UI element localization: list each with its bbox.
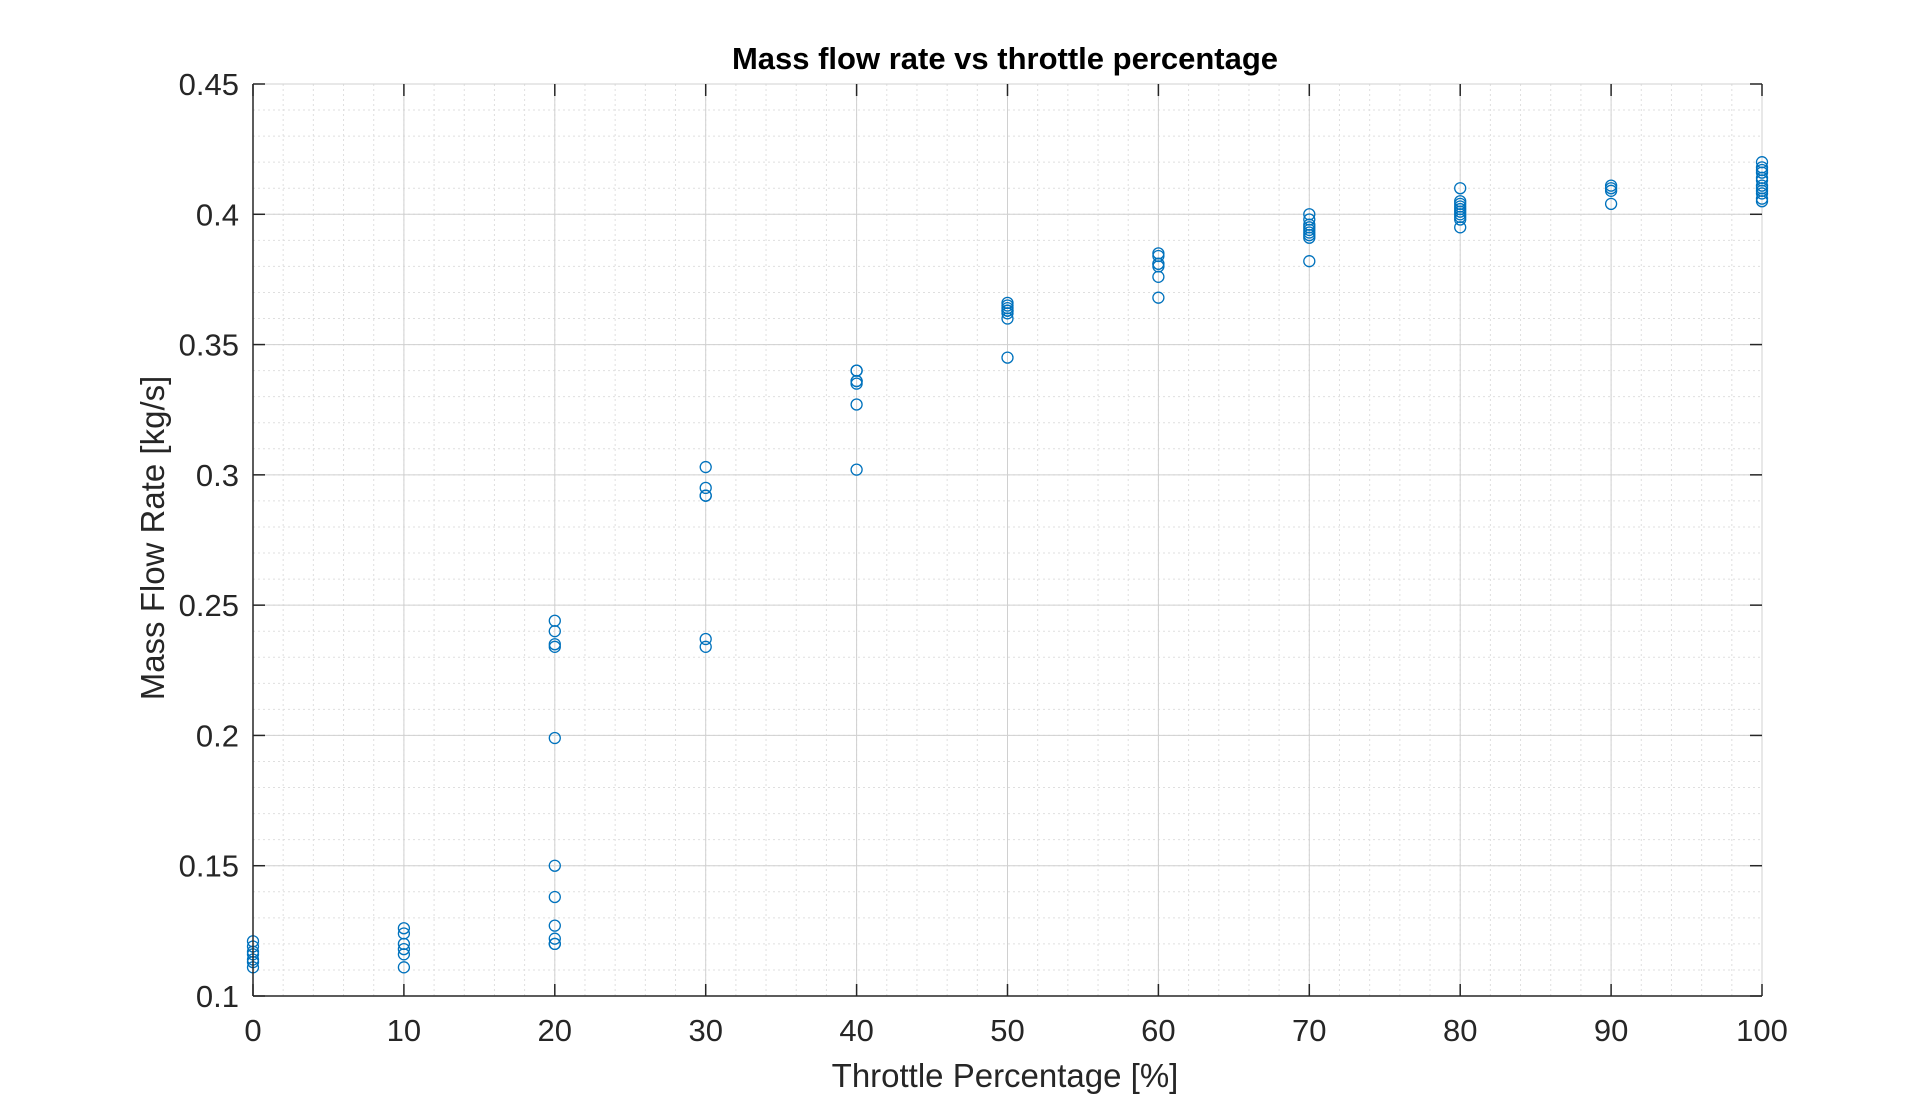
data-point (548, 890, 561, 904)
data-points (246, 156, 1769, 974)
data-point (548, 859, 561, 872)
data-point (548, 932, 561, 945)
y-tick-label: 0.2 (196, 718, 239, 753)
data-point (850, 398, 863, 411)
data-point (397, 961, 411, 974)
axes: 0 10 20 30 40 50 60 70 80 90 100 0.1 0.15 0.2 0.25 0.3 0… (179, 67, 1788, 1048)
x-axis-label: Throttle Percentage [%] (832, 1057, 1179, 1094)
data-point (397, 922, 411, 935)
data-point (1001, 351, 1014, 364)
y-tick-label: 0.35 (179, 328, 239, 363)
data-point (1303, 255, 1316, 268)
data-point (1604, 184, 1618, 197)
x-tick-label: 90 (1594, 1013, 1628, 1048)
x-tick-label: 10 (387, 1013, 421, 1048)
data-point (1303, 231, 1316, 244)
data-point (1152, 291, 1165, 304)
data-point (1755, 195, 1769, 208)
data-point (699, 640, 712, 653)
data-point (1604, 197, 1618, 211)
x-tick-label: 40 (839, 1013, 873, 1048)
data-point (548, 731, 561, 745)
data-point (548, 937, 561, 951)
y-axis-label: Mass Flow Rate [kg/s] (134, 376, 171, 701)
data-point (1454, 182, 1467, 195)
data-point (1454, 221, 1467, 234)
y-tick-label: 0.45 (179, 67, 239, 102)
x-tick-label: 50 (990, 1013, 1024, 1048)
data-point (1755, 187, 1769, 200)
x-tick-label: 70 (1292, 1013, 1326, 1048)
data-point (850, 377, 863, 390)
x-tick-label: 20 (538, 1013, 572, 1048)
data-point (1001, 307, 1014, 320)
data-point (548, 919, 561, 932)
data-point (699, 632, 712, 646)
x-tick-label: 0 (244, 1013, 261, 1048)
grid (252, 83, 1763, 997)
data-point (548, 640, 561, 653)
x-tick-label: 80 (1443, 1013, 1477, 1048)
x-tick-label: 30 (688, 1013, 722, 1048)
data-point (1152, 270, 1165, 283)
x-tick-label: 60 (1141, 1013, 1175, 1048)
data-point (397, 942, 411, 956)
y-tick-label: 0.15 (179, 849, 239, 884)
data-point (1001, 312, 1014, 325)
data-point (1454, 213, 1467, 226)
y-tick-label: 0.3 (196, 458, 239, 493)
data-point (1755, 166, 1769, 179)
y-tick-label: 0.1 (196, 979, 239, 1014)
data-point (548, 625, 561, 638)
y-tick-label: 0.25 (179, 588, 239, 623)
y-tick-label: 0.4 (196, 197, 239, 232)
x-tick-label: 100 (1736, 1013, 1788, 1048)
chart-title: Mass flow rate vs throttle percentage (732, 41, 1278, 76)
data-point (397, 948, 411, 961)
data-point (850, 463, 863, 476)
data-point (699, 489, 712, 502)
data-point (699, 460, 712, 474)
data-point (699, 481, 712, 495)
